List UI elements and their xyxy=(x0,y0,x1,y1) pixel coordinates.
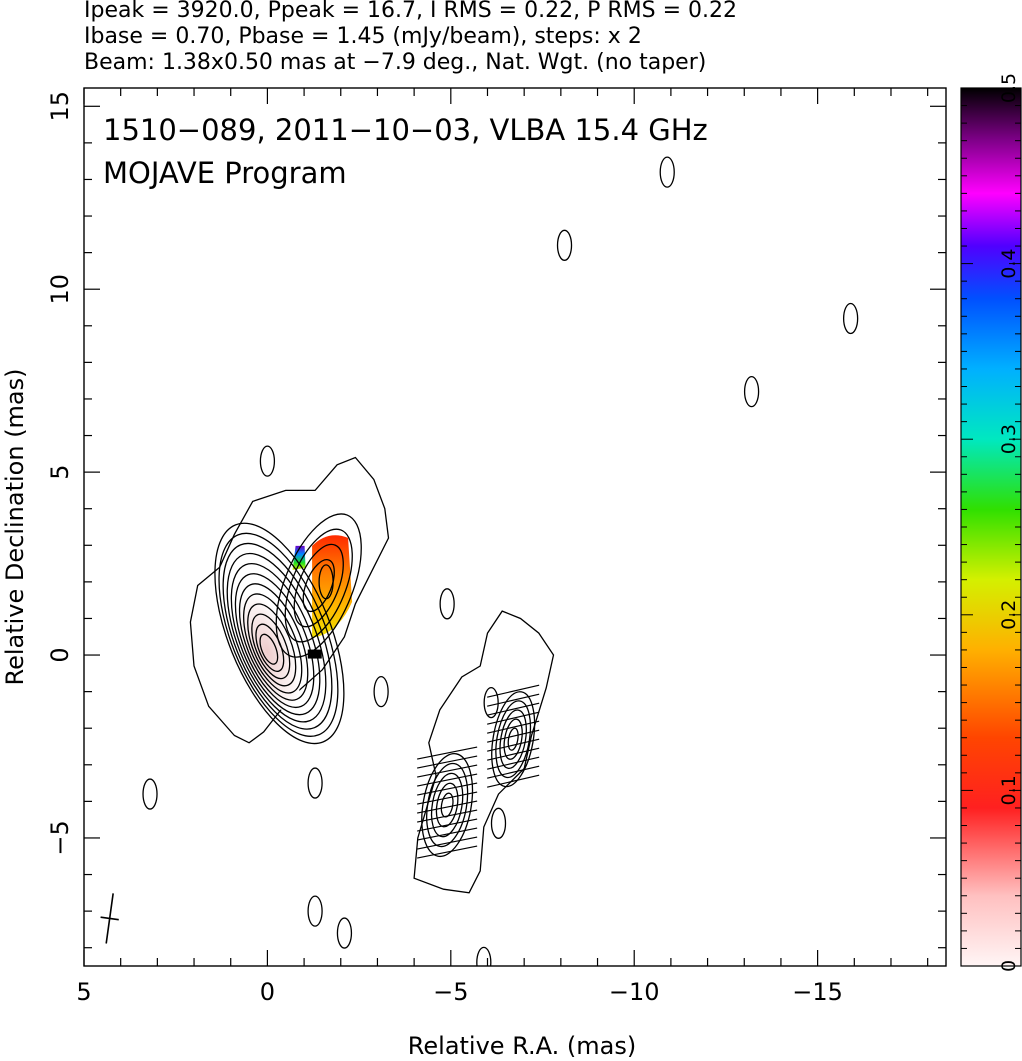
western-knot-1-hatch xyxy=(417,773,478,787)
core-contour xyxy=(251,613,291,680)
jet-contour xyxy=(293,543,344,628)
western-knot-1-hatch xyxy=(417,782,478,796)
isolated-contour xyxy=(259,445,276,477)
x-axis-label: Relative R.A. (mas) xyxy=(408,1032,636,1060)
western-knot-2-contour xyxy=(507,727,519,751)
jet-contour xyxy=(284,528,353,643)
isolated-contour xyxy=(307,895,323,927)
x-tick-label: 5 xyxy=(76,978,91,1006)
core-saturated-pixels xyxy=(307,649,322,659)
map-area xyxy=(100,156,859,966)
axes: 5 0 −5 −10 −15 15 10 5 0 −5 xyxy=(46,88,946,1006)
isolated-contour xyxy=(483,686,499,719)
chart-subtitle: MOJAVE Program xyxy=(103,156,347,190)
western-knot-1-hatch xyxy=(417,764,478,778)
header-line-2: Ibase = 0.70, Pbase = 1.45 (mJy/beam), s… xyxy=(84,24,642,49)
western-knot-1-hatch xyxy=(417,746,478,760)
jet-contour xyxy=(275,513,362,658)
western-knot-2-hatch xyxy=(487,711,540,725)
polarization-spot xyxy=(292,545,306,570)
core-contour xyxy=(259,633,279,665)
western-knot-2-hatch xyxy=(487,693,540,707)
y-tick-label: −5 xyxy=(46,820,74,855)
western-knot-1-contour xyxy=(426,762,469,848)
western-knot-1-contour xyxy=(421,753,474,858)
x-tick-label: −15 xyxy=(792,978,843,1006)
isolated-contour xyxy=(743,375,760,408)
header-line-1: Ipeak = 3920.0, Ppeak = 16.7, I RMS = 0.… xyxy=(84,0,737,23)
core-contour xyxy=(214,522,345,745)
western-knot-2-hatch xyxy=(487,774,540,788)
western-knot-2-hatch xyxy=(487,738,540,752)
jet-outer-contour xyxy=(189,456,390,744)
x-tick-label: −5 xyxy=(433,978,468,1006)
header-line-3: Beam: 1.38x0.50 mas at −7.9 deg., Nat. W… xyxy=(84,50,707,75)
isolated-contour xyxy=(659,156,675,188)
chart-title: 1510−089, 2011−10−03, VLBA 15.4 GHz xyxy=(103,113,708,147)
western-envelope-contour xyxy=(413,610,555,894)
western-knot-1-hatch xyxy=(417,836,478,850)
western-knot-2-hatch xyxy=(487,765,540,779)
y-axis-label: Relative Declination (mas) xyxy=(1,368,29,685)
western-knot-2-hatch xyxy=(487,684,540,698)
jet-contour xyxy=(302,559,335,613)
core-contour xyxy=(238,583,309,701)
core-contour xyxy=(247,603,297,687)
isolated-contour xyxy=(842,302,859,335)
isolated-contour xyxy=(476,946,492,966)
isolated-contour xyxy=(490,807,507,839)
isolated-contour xyxy=(439,588,455,620)
western-knot-1-hatch xyxy=(417,818,478,832)
western-knot-1-hatch xyxy=(417,809,478,823)
colorbar xyxy=(960,87,1022,967)
western-knot-1-contour xyxy=(430,772,464,838)
western-knot-1-hatch xyxy=(417,845,478,859)
western-knot-2-contour xyxy=(499,709,527,770)
plot-frame xyxy=(83,87,947,967)
western-knot-1-contour xyxy=(440,792,454,818)
western-knot-1-hatch xyxy=(417,800,478,814)
core-contour xyxy=(242,593,303,694)
isolated-contour xyxy=(336,917,353,949)
colorbar-tick-label: 0.3 xyxy=(998,424,1020,454)
isolated-contour xyxy=(556,229,573,261)
colorbar-tick-label: 0.1 xyxy=(998,775,1020,805)
western-knot-2-hatch xyxy=(487,756,540,770)
core-intensity xyxy=(235,592,300,711)
western-knot-2 xyxy=(487,684,540,788)
y-tick-label: 0 xyxy=(46,647,74,662)
colorbar-tick-label: 0.5 xyxy=(998,73,1020,103)
western-knot-2-hatch xyxy=(487,702,540,716)
core-contour xyxy=(222,542,333,730)
isolated-contour xyxy=(142,778,158,810)
western-knot-1-hatch xyxy=(417,791,478,805)
colorbar-axis: 0 0.1 0.2 0.3 0.4 0.5 xyxy=(961,73,1021,972)
western-knot-1-contour xyxy=(435,782,459,828)
jet-knot-contour xyxy=(318,564,334,600)
colorbar-tick-label: 0.2 xyxy=(998,600,1020,630)
isolated-contour xyxy=(307,767,323,799)
colorbar-tick-label: 0.4 xyxy=(998,248,1020,278)
y-tick-label: 10 xyxy=(46,274,74,305)
x-tick-label: −10 xyxy=(609,978,660,1006)
y-tick-label: 15 xyxy=(46,91,74,122)
core-contour xyxy=(234,573,315,709)
x-tick-label: 0 xyxy=(260,978,275,1006)
isolated-contour xyxy=(373,675,389,708)
western-knot-1 xyxy=(417,746,478,859)
western-knot-2-hatch xyxy=(487,720,540,734)
western-knot-2-hatch xyxy=(487,747,540,761)
western-knot-1-hatch xyxy=(417,827,478,841)
colorbar-tick-label: 0 xyxy=(998,960,1020,972)
beam-minor-axis xyxy=(100,916,119,921)
western-knot-2-contour xyxy=(491,691,536,788)
core-contour xyxy=(226,552,327,723)
beam-marker xyxy=(100,893,119,944)
western-knot-1-hatch xyxy=(417,755,478,769)
western-knot-2-hatch xyxy=(487,729,540,743)
y-tick-label: 5 xyxy=(46,464,74,479)
